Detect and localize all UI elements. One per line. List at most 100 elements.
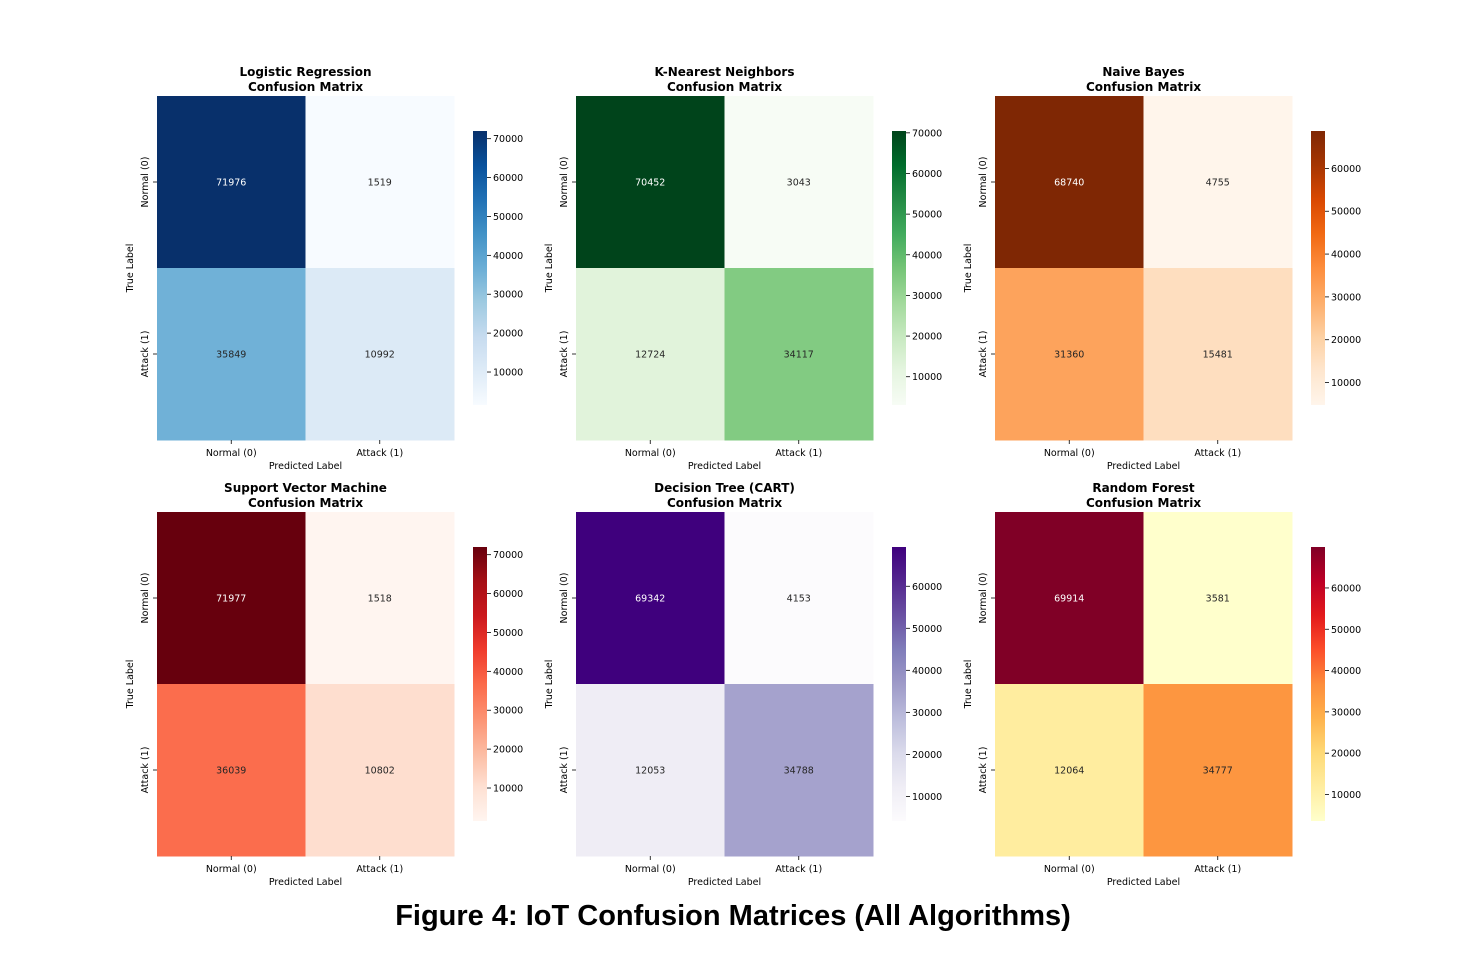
heatmap-cell	[1143, 512, 1293, 685]
heatmap-cell	[576, 684, 725, 857]
colorbar-tick-label: 30000	[493, 290, 523, 301]
x-tick-label: Normal (0)	[1044, 864, 1095, 875]
colorbar-tick-label: 70000	[493, 134, 523, 145]
x-tick-label: Attack (1)	[775, 864, 822, 875]
colorbar	[1311, 131, 1325, 405]
colorbar-tick-label: 50000	[493, 628, 523, 639]
cell-value-label: 3581	[1206, 594, 1230, 605]
x-tick-label: Attack (1)	[775, 448, 822, 459]
colorbar-tick-label: 70000	[493, 550, 523, 561]
colorbar-tick-label: 70000	[912, 128, 942, 139]
colorbar-tick-label: 50000	[912, 624, 942, 635]
y-tick-label: Attack (1)	[140, 331, 151, 378]
y-axis-label: True Label	[963, 660, 974, 710]
y-axis-label: True Label	[125, 660, 136, 710]
colorbar-tick-label: 20000	[493, 745, 523, 756]
colorbar-tick-label: 50000	[493, 212, 523, 223]
x-axis-label: Predicted Label	[1107, 461, 1180, 472]
cell-value-label: 12053	[635, 766, 665, 777]
x-tick-label: Normal (0)	[625, 448, 676, 459]
colorbar-tick-label: 60000	[912, 169, 942, 180]
heatmap-cell	[724, 96, 874, 269]
x-tick-label: Attack (1)	[356, 864, 403, 875]
y-tick-label: Normal (0)	[140, 573, 151, 624]
heatmap-cell	[305, 512, 455, 685]
x-tick-label: Attack (1)	[1194, 864, 1241, 875]
heatmap-cell	[576, 268, 725, 441]
colorbar-tick-label: 20000	[1331, 749, 1361, 760]
panel-title: Decision Tree (CART)	[654, 481, 795, 495]
x-tick-label: Normal (0)	[625, 864, 676, 875]
colorbar-tick-label: 20000	[493, 329, 523, 340]
colorbar-tick-label: 60000	[493, 589, 523, 600]
colorbar-tick-label: 60000	[1331, 583, 1361, 594]
heatmap-cell	[157, 268, 306, 441]
heatmap-cell	[157, 512, 306, 685]
colorbar-tick-label: 40000	[912, 250, 942, 261]
colorbar-tick-label: 40000	[912, 666, 942, 677]
y-tick-label: Attack (1)	[559, 747, 570, 794]
colorbar-tick-label: 30000	[493, 706, 523, 717]
colorbar-tick-label: 10000	[912, 372, 942, 383]
colorbar	[892, 547, 906, 821]
heatmap-cell	[305, 684, 455, 857]
heatmap-cell	[1143, 684, 1293, 857]
colorbar-tick-label: 50000	[1331, 207, 1361, 218]
colorbar-tick-label: 40000	[493, 251, 523, 262]
cell-value-label: 71977	[216, 594, 246, 605]
panel-title: Confusion Matrix	[667, 496, 782, 510]
x-axis-label: Predicted Label	[269, 877, 342, 888]
panel-title: Confusion Matrix	[248, 80, 363, 94]
heatmap-cell	[576, 512, 725, 685]
cell-value-label: 12064	[1054, 766, 1084, 777]
heatmap-cell	[724, 684, 874, 857]
x-axis-label: Predicted Label	[688, 877, 761, 888]
panel-title: K-Nearest Neighbors	[655, 65, 795, 79]
heatmap-cell	[157, 684, 306, 857]
colorbar	[473, 131, 487, 405]
cell-value-label: 69342	[635, 594, 665, 605]
heatmap-cell	[305, 96, 455, 269]
heatmap-cell	[724, 268, 874, 441]
heatmap-cell	[576, 96, 725, 269]
y-tick-label: Attack (1)	[978, 747, 989, 794]
y-tick-label: Attack (1)	[978, 331, 989, 378]
cell-value-label: 34117	[784, 350, 814, 361]
cell-value-label: 1518	[368, 594, 392, 605]
cell-value-label: 10992	[365, 350, 395, 361]
cell-value-label: 3043	[787, 178, 811, 189]
colorbar-tick-label: 60000	[1331, 164, 1361, 175]
colorbar-tick-label: 20000	[912, 332, 942, 343]
panel-title: Confusion Matrix	[1086, 496, 1201, 510]
y-tick-label: Normal (0)	[978, 573, 989, 624]
colorbar-tick-label: 40000	[1331, 250, 1361, 261]
y-tick-label: Normal (0)	[559, 573, 570, 624]
panel-title: Support Vector Machine	[224, 481, 387, 495]
cell-value-label: 1519	[368, 178, 392, 189]
colorbar-tick-label: 10000	[1331, 378, 1361, 389]
cell-value-label: 71976	[216, 178, 246, 189]
cell-value-label: 68740	[1054, 178, 1084, 189]
colorbar-tick-label: 30000	[912, 708, 942, 719]
panel-title: Random Forest	[1092, 481, 1195, 495]
cell-value-label: 12724	[635, 350, 665, 361]
x-tick-label: Normal (0)	[206, 864, 257, 875]
colorbar-tick-label: 60000	[912, 582, 942, 593]
colorbar-tick-label: 40000	[1331, 666, 1361, 677]
heatmap-cell	[995, 96, 1144, 269]
x-axis-label: Predicted Label	[1107, 877, 1180, 888]
colorbar-tick-label: 60000	[493, 173, 523, 184]
y-tick-label: Normal (0)	[559, 157, 570, 208]
heatmap-cell	[995, 512, 1144, 685]
cell-value-label: 4153	[787, 594, 811, 605]
cell-value-label: 34777	[1203, 766, 1233, 777]
colorbar-tick-label: 30000	[1331, 707, 1361, 718]
colorbar-tick-label: 30000	[1331, 292, 1361, 303]
colorbar-tick-label: 10000	[912, 792, 942, 803]
colorbar-tick-label: 20000	[912, 750, 942, 761]
confusion-matrix-panel: Decision Tree (CART)Confusion Matrix 6934…	[544, 481, 942, 888]
